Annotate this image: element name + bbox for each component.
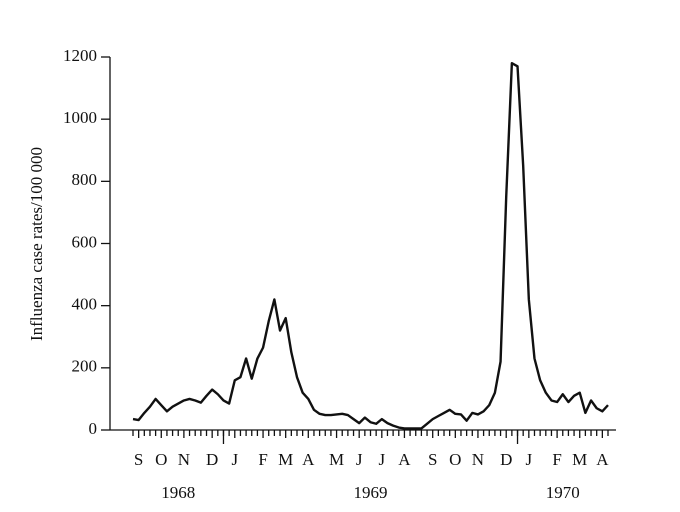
- x-tick-label: O: [155, 450, 167, 469]
- year-label: 1968: [161, 483, 195, 502]
- x-tick-label: M: [278, 450, 293, 469]
- y-tick-label: 1200: [63, 46, 97, 65]
- x-tick-label: N: [178, 450, 190, 469]
- x-tick-label: A: [398, 450, 411, 469]
- y-axis-label: Influenza case rates/100 000: [27, 147, 46, 341]
- x-tick-label: D: [206, 450, 218, 469]
- data-line: [132, 62, 609, 430]
- y-tick-label: 200: [72, 357, 98, 376]
- x-tick-label: F: [552, 450, 561, 469]
- y-tick-label: 800: [72, 170, 98, 189]
- x-tick-label: N: [472, 450, 484, 469]
- x-tick-label: O: [449, 450, 461, 469]
- x-tick-label: J: [526, 450, 533, 469]
- x-tick-label: S: [428, 450, 437, 469]
- y-tick-label: 400: [72, 295, 98, 314]
- x-tick-label: J: [356, 450, 363, 469]
- x-tick-label: M: [329, 450, 344, 469]
- x-tick-label: A: [302, 450, 315, 469]
- x-tick-label: S: [134, 450, 143, 469]
- x-tick-label: J: [378, 450, 385, 469]
- y-tick-label: 1000: [63, 108, 97, 127]
- y-tick-label: 600: [72, 232, 98, 251]
- x-tick-label: F: [258, 450, 267, 469]
- year-label: 1970: [546, 483, 580, 502]
- x-tick-label: A: [596, 450, 609, 469]
- x-tick-label: D: [500, 450, 512, 469]
- x-tick-label: J: [231, 450, 238, 469]
- x-tick-label: M: [572, 450, 587, 469]
- y-tick-label: 0: [89, 419, 98, 438]
- year-label: 1969: [354, 483, 388, 502]
